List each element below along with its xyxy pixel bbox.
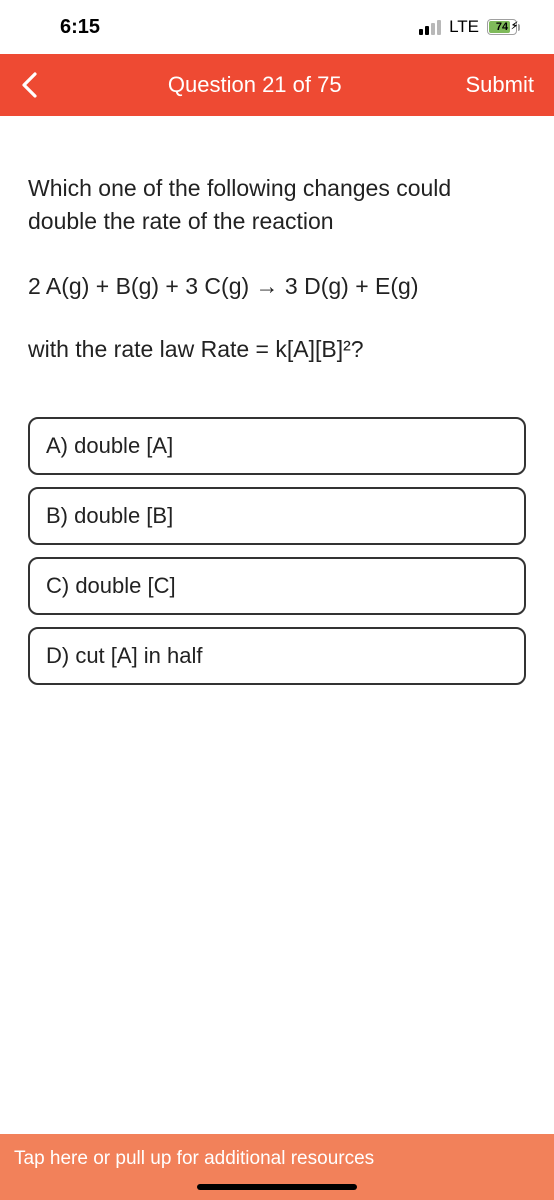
option-b[interactable]: B) double [B] bbox=[28, 487, 526, 545]
home-indicator[interactable] bbox=[197, 1184, 357, 1190]
network-label: LTE bbox=[449, 17, 479, 37]
signal-icon bbox=[419, 20, 441, 35]
status-right: LTE 74⚡︎ bbox=[419, 17, 520, 37]
question-stem: Which one of the following changes could… bbox=[28, 172, 526, 239]
option-d[interactable]: D) cut [A] in half bbox=[28, 627, 526, 685]
chevron-left-icon bbox=[21, 72, 37, 98]
status-bar: 6:15 LTE 74⚡︎ bbox=[0, 0, 554, 54]
status-time: 6:15 bbox=[60, 16, 100, 39]
options-list: A) double [A] B) double [B] C) double [C… bbox=[28, 417, 526, 685]
nav-bar: Question 21 of 75 Submit bbox=[0, 54, 554, 116]
back-button[interactable] bbox=[14, 70, 44, 100]
question-content: Which one of the following changes could… bbox=[0, 116, 554, 1134]
resources-drawer[interactable]: Tap here or pull up for additional resou… bbox=[0, 1134, 554, 1200]
option-c[interactable]: C) double [C] bbox=[28, 557, 526, 615]
resources-hint: Tap here or pull up for additional resou… bbox=[14, 1148, 374, 1169]
battery-icon: 74⚡︎ bbox=[485, 19, 520, 35]
question-rate-law: with the rate law Rate = k[A][B]²? bbox=[28, 336, 526, 363]
option-a[interactable]: A) double [A] bbox=[28, 417, 526, 475]
submit-button[interactable]: Submit bbox=[466, 72, 534, 98]
question-counter: Question 21 of 75 bbox=[168, 72, 342, 98]
question-equation: 2 A(g) + B(g) + 3 C(g) → 3 D(g) + E(g) bbox=[28, 273, 526, 300]
